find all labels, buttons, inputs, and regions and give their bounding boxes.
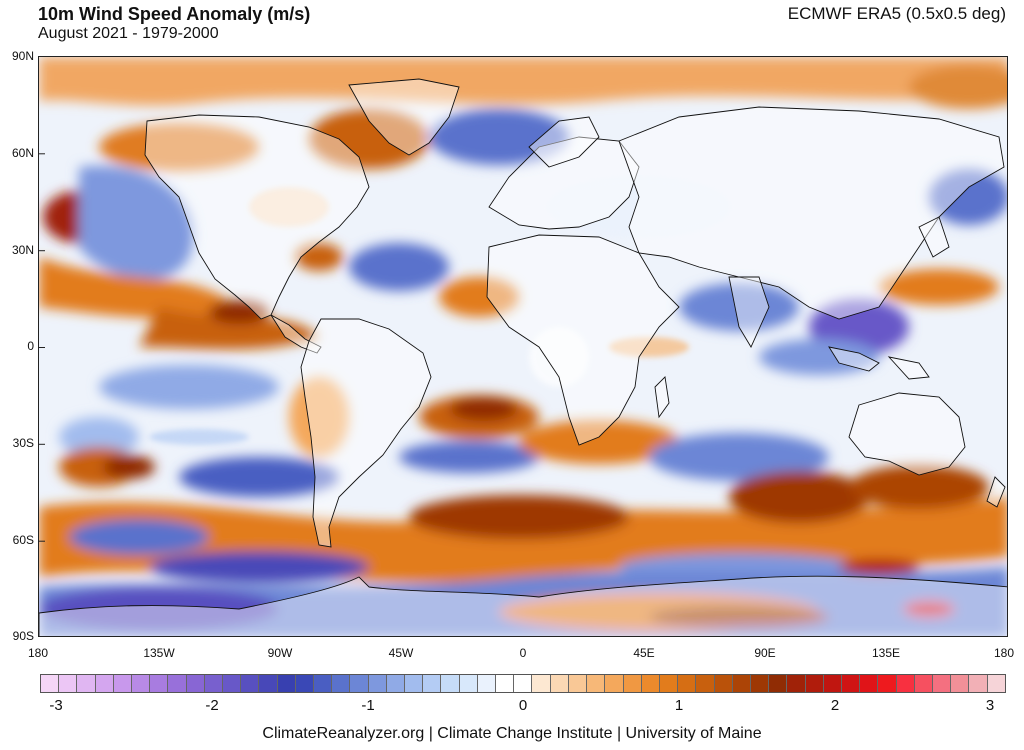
- colorbar-swatch: [259, 675, 278, 692]
- lon-label-135w: 135W: [143, 646, 175, 660]
- colorbar-swatch: [423, 675, 442, 692]
- colorbar-swatch: [405, 675, 424, 692]
- lon-label-45w: 45W: [388, 646, 414, 660]
- map-subtitle: August 2021 - 1979-2000: [38, 25, 219, 42]
- colorbar-swatch: [587, 675, 606, 692]
- lat-label-60s: 60S: [12, 533, 34, 547]
- lon-label-90w: 90W: [267, 646, 293, 660]
- colorbar-swatch: [860, 675, 879, 692]
- colorbar-swatch: [295, 675, 315, 692]
- colorbar-swatch: [277, 675, 296, 692]
- colorbar-swatch: [368, 675, 387, 692]
- anomaly-map: [38, 56, 1008, 637]
- colorbar-label-neg2: -2: [205, 697, 219, 714]
- colorbar-swatch: [987, 675, 1005, 692]
- colorbar-swatch: [678, 675, 697, 692]
- credit-line: ClimateReanalyzer.org | Climate Change I…: [262, 725, 762, 742]
- colorbar-swatch: [623, 675, 642, 692]
- colorbar-swatch: [896, 675, 915, 692]
- lon-label-135e: 135E: [871, 646, 901, 660]
- dataset-label: ECMWF ERA5 (0.5x0.5 deg): [787, 4, 1006, 23]
- colorbar-swatch: [732, 675, 751, 692]
- anomaly-field: [39, 57, 1007, 636]
- colorbar-swatch: [441, 675, 460, 692]
- colorbar-swatch: [951, 675, 970, 692]
- lat-label-0: 0: [27, 339, 34, 353]
- colorbar-swatch: [350, 675, 369, 692]
- colorbar-swatch: [113, 675, 133, 692]
- colorbar-swatch: [204, 675, 224, 692]
- lon-label-180w: 180: [27, 646, 49, 660]
- colorbar-label-0: 0: [518, 697, 528, 714]
- colorbar-swatch: [386, 675, 406, 692]
- colorbar-label-neg1: -1: [361, 697, 375, 714]
- colorbar-label-1: 1: [674, 697, 684, 714]
- colorbar-swatch: [332, 675, 351, 692]
- colorbar-swatch: [714, 675, 733, 692]
- colorbar-label-3: 3: [985, 697, 995, 714]
- colorbar-swatch: [95, 675, 114, 692]
- colorbar-swatch: [696, 675, 715, 692]
- map-title: 10m Wind Speed Anomaly (m/s): [38, 4, 311, 24]
- colorbar-label-2: 2: [830, 697, 840, 714]
- colorbar-swatch: [314, 675, 333, 692]
- colorbar-swatch: [769, 675, 788, 692]
- colorbar-swatch: [878, 675, 897, 692]
- colorbar-swatch: [532, 675, 551, 692]
- colorbar-swatch: [823, 675, 842, 692]
- colorbar-swatch: [132, 675, 151, 692]
- colorbar-swatch: [514, 675, 533, 692]
- lat-label-60n: 60N: [11, 146, 34, 160]
- lat-label-30s: 30S: [12, 436, 34, 450]
- colorbar-swatch: [659, 675, 679, 692]
- colorbar-swatch: [841, 675, 861, 692]
- lon-label-0: 0: [519, 646, 527, 660]
- colorbar-swatch: [459, 675, 478, 692]
- lon-label-90e: 90E: [754, 646, 776, 660]
- lon-label-45e: 45E: [633, 646, 655, 660]
- lat-label-90n: 90N: [11, 49, 34, 63]
- colorbar-swatch: [41, 675, 60, 692]
- colorbar-swatch: [605, 675, 624, 692]
- colorbar-swatch: [805, 675, 824, 692]
- lat-label-90s: 90S: [12, 629, 34, 643]
- colorbar-swatch: [241, 675, 260, 692]
- colorbar-swatch: [568, 675, 588, 692]
- colorbar-swatch: [168, 675, 187, 692]
- colorbar-swatch: [914, 675, 933, 692]
- lon-label-180e: 180: [993, 646, 1015, 660]
- colorbar-swatch: [787, 675, 806, 692]
- colorbar-swatch: [750, 675, 770, 692]
- lat-label-30n: 30N: [11, 243, 34, 257]
- colorbar-swatch: [969, 675, 988, 692]
- colorbar-swatch: [496, 675, 515, 692]
- colorbar-swatch: [77, 675, 96, 692]
- colorbar: [40, 674, 1006, 693]
- colorbar-swatch: [641, 675, 660, 692]
- colorbar-swatch: [186, 675, 205, 692]
- colorbar-swatch: [59, 675, 78, 692]
- colorbar-label-neg3: -3: [49, 697, 63, 714]
- colorbar-swatch: [223, 675, 242, 692]
- colorbar-swatch: [932, 675, 952, 692]
- colorbar-swatch: [550, 675, 569, 692]
- colorbar-swatch: [477, 675, 497, 692]
- colorbar-swatch: [150, 675, 169, 692]
